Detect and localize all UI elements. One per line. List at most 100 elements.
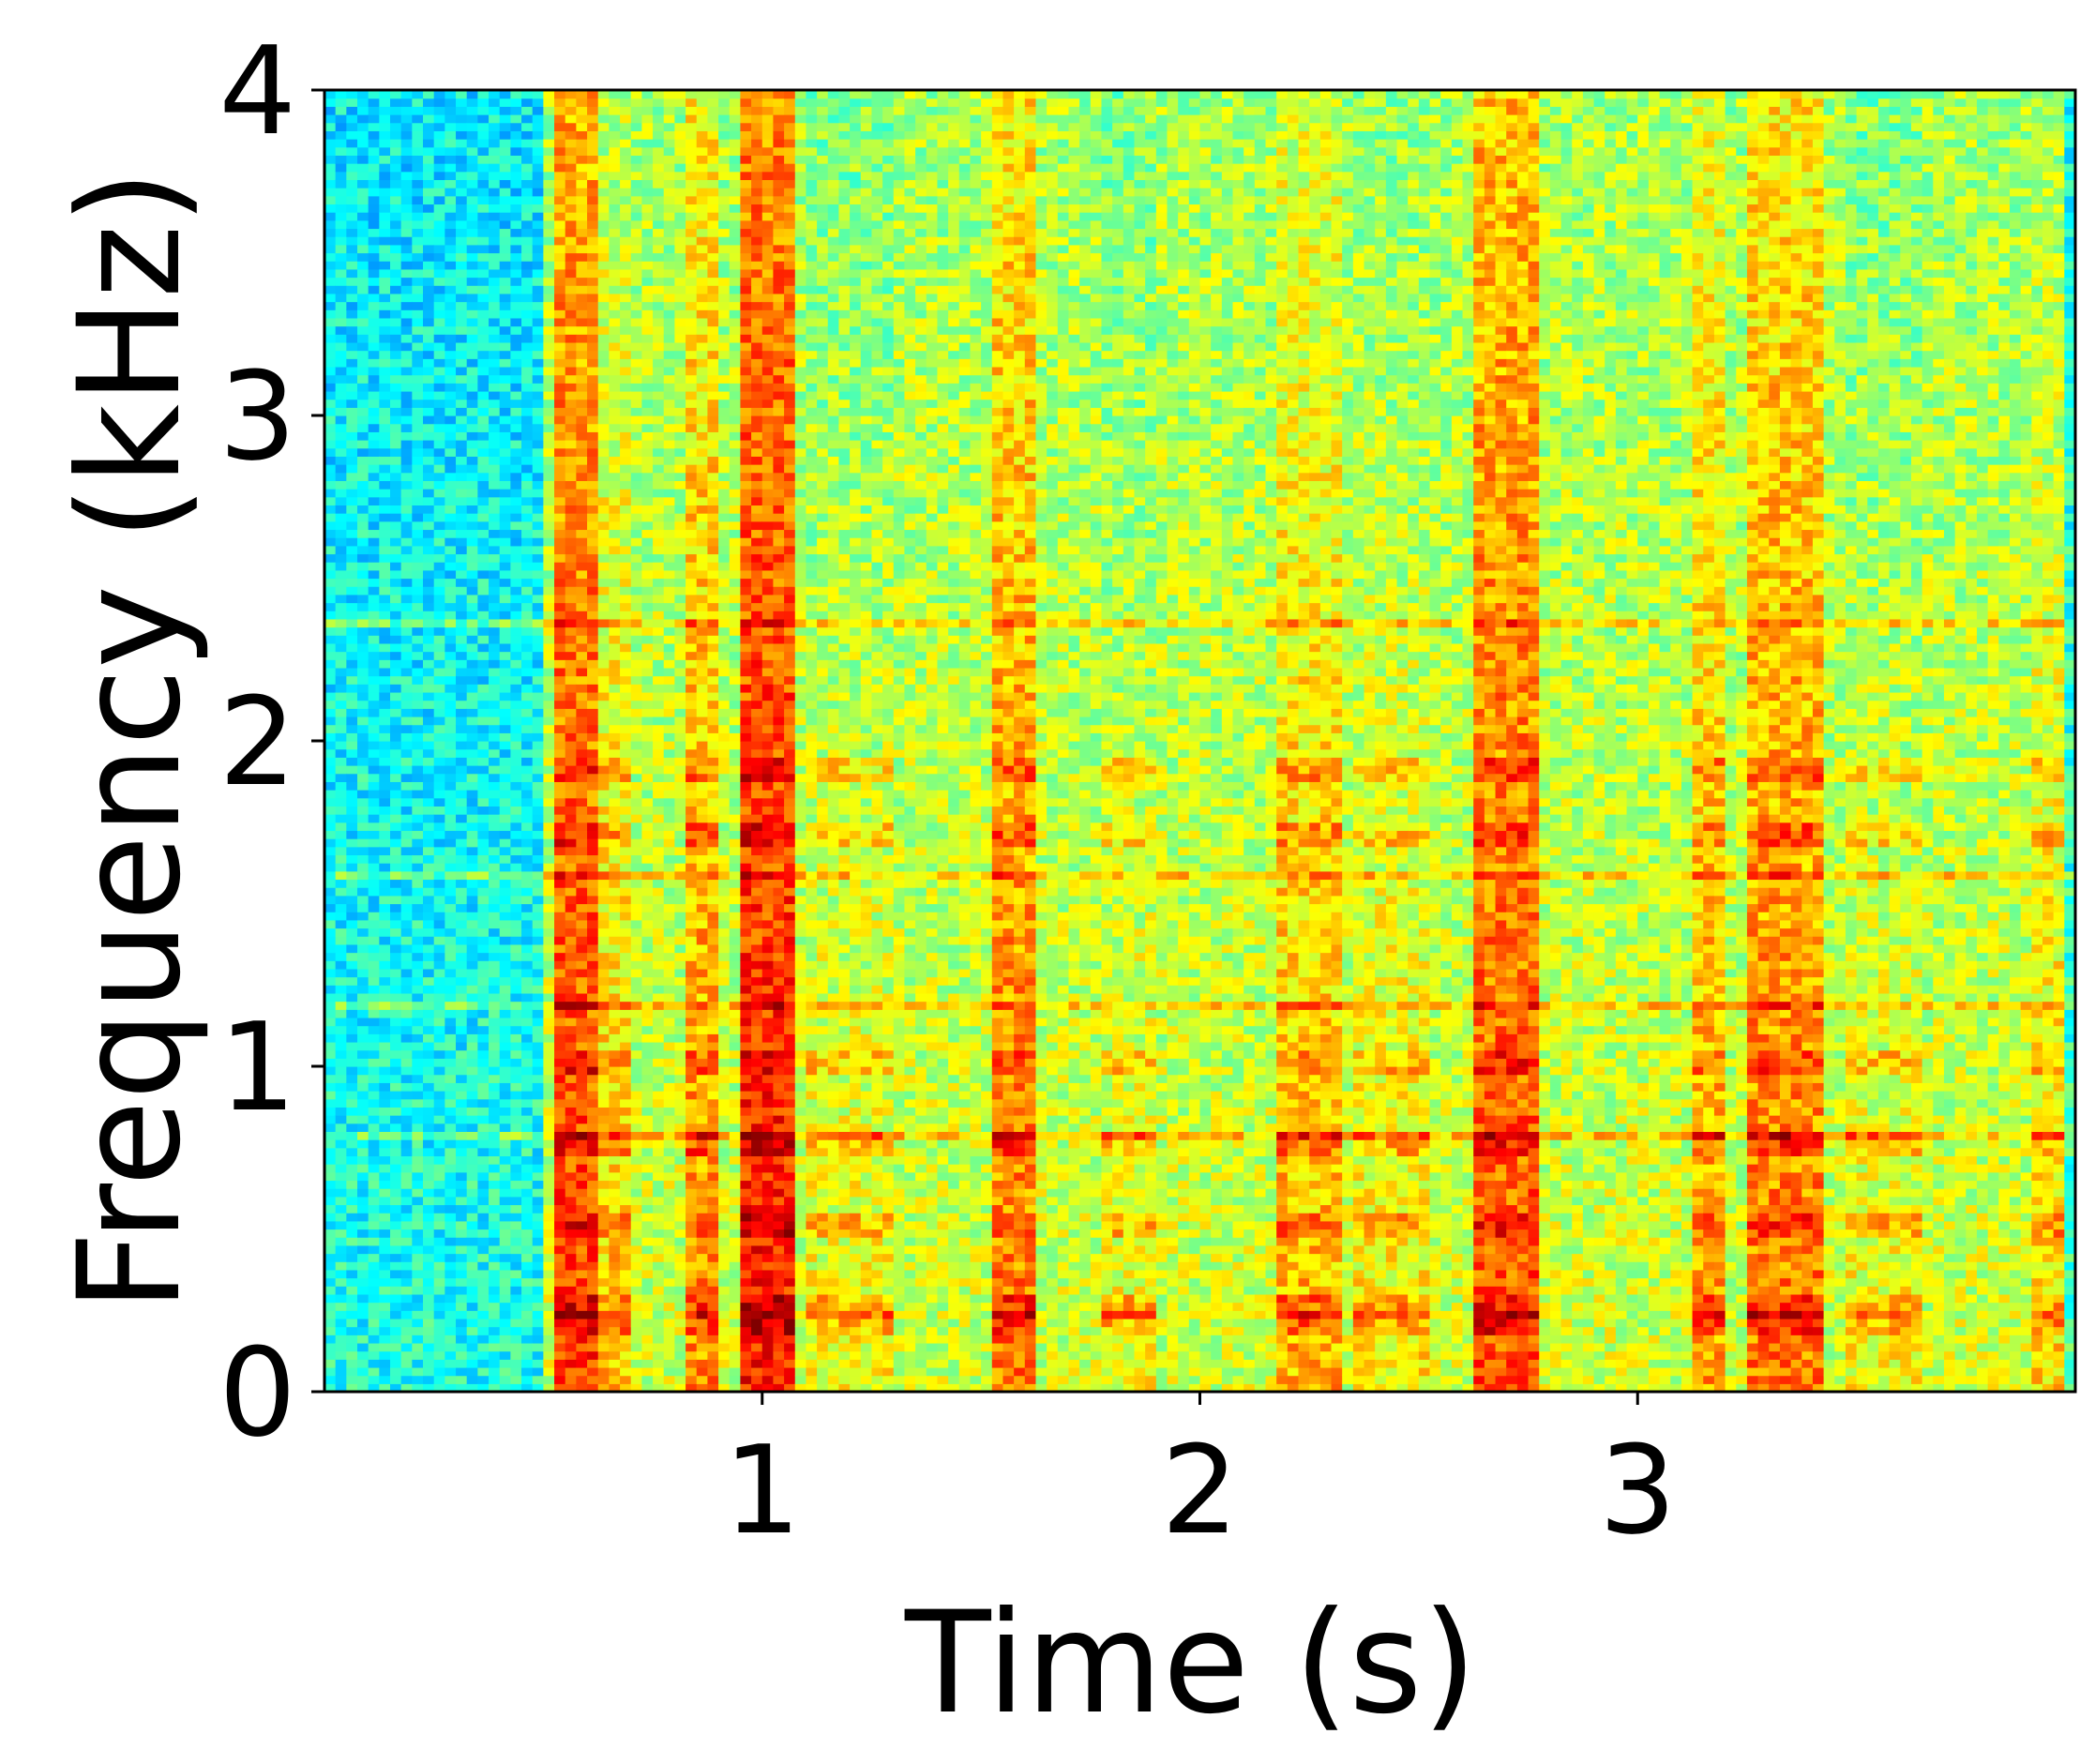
heatmap-cell — [369, 1351, 380, 1360]
heatmap-cell — [401, 334, 413, 342]
heatmap-cell — [423, 1188, 434, 1197]
heatmap-cell — [346, 98, 357, 107]
heatmap-cell — [423, 887, 434, 896]
heatmap-cell — [434, 716, 445, 725]
heatmap-cell — [357, 456, 369, 464]
heatmap-cell — [423, 806, 434, 814]
heatmap-cell — [369, 139, 380, 147]
heatmap-cell — [357, 431, 369, 440]
heatmap-cell — [401, 123, 413, 131]
heatmap-cell — [357, 1327, 369, 1335]
heatmap-cell — [346, 106, 357, 114]
heatmap-cell — [390, 407, 401, 415]
heatmap-cell — [401, 790, 413, 798]
heatmap-cell — [434, 659, 445, 668]
heatmap-cell — [357, 1343, 369, 1351]
heatmap-cell — [357, 595, 369, 603]
heatmap-cell — [401, 781, 413, 790]
heatmap-cell — [412, 603, 423, 611]
heatmap-cell — [357, 1245, 369, 1254]
heatmap-cell — [346, 1050, 357, 1059]
heatmap-cell — [379, 196, 390, 204]
heatmap-cell — [324, 1091, 336, 1099]
heatmap-cell — [390, 351, 401, 359]
heatmap-cell — [357, 521, 369, 530]
heatmap-cell — [369, 261, 380, 269]
heatmap-cell — [346, 1286, 357, 1294]
heatmap-cell — [357, 172, 369, 180]
heatmap-cell — [401, 147, 413, 156]
heatmap-cell — [434, 326, 445, 335]
heatmap-cell — [412, 1310, 423, 1319]
heatmap-cell — [423, 960, 434, 969]
heatmap-cell — [336, 513, 347, 521]
heatmap-cell — [336, 749, 347, 758]
heatmap-cell — [357, 659, 369, 668]
heatmap-cell — [423, 285, 434, 294]
heatmap-cell — [336, 188, 347, 196]
heatmap-cell — [434, 977, 445, 986]
heatmap-cell — [379, 619, 390, 627]
heatmap-cell — [390, 1327, 401, 1335]
heatmap-cell — [379, 1376, 390, 1384]
heatmap-cell — [346, 123, 357, 131]
heatmap-cell — [401, 570, 413, 579]
heatmap-cell — [390, 757, 401, 765]
heatmap-cell — [390, 854, 401, 863]
heatmap-cell — [390, 904, 401, 912]
heatmap-cell — [357, 749, 369, 758]
heatmap-cell — [434, 1278, 445, 1287]
heatmap-cell — [346, 953, 357, 961]
heatmap-cell — [445, 1254, 456, 1262]
heatmap-cell — [401, 993, 413, 1002]
heatmap-cell — [369, 383, 380, 391]
heatmap-cell — [390, 960, 401, 969]
heatmap-cell — [423, 326, 434, 335]
heatmap-cell — [346, 725, 357, 733]
heatmap-cell — [336, 155, 347, 163]
heatmap-cell — [390, 1188, 401, 1197]
heatmap-cell — [434, 1303, 445, 1311]
heatmap-cell — [434, 139, 445, 147]
heatmap-cell — [346, 367, 357, 375]
heatmap-cell — [412, 716, 423, 725]
heatmap-cell — [357, 261, 369, 269]
heatmap-cell — [390, 220, 401, 229]
heatmap-cell — [401, 635, 413, 643]
heatmap-cell — [346, 497, 357, 505]
heatmap-cell — [401, 652, 413, 660]
heatmap-cell — [379, 701, 390, 709]
heatmap-cell — [423, 1245, 434, 1254]
heatmap-cell — [434, 1075, 445, 1083]
heatmap-cell — [434, 1343, 445, 1351]
heatmap-cell — [379, 708, 390, 716]
heatmap-cell — [434, 1139, 445, 1148]
heatmap-cell — [390, 1148, 401, 1156]
heatmap-cell — [357, 1278, 369, 1287]
heatmap-cell — [423, 334, 434, 342]
heatmap-cell — [379, 342, 390, 351]
heatmap-cell — [336, 879, 347, 887]
heatmap-cell — [434, 953, 445, 961]
heatmap-cell — [401, 351, 413, 359]
heatmap-cell — [369, 391, 380, 400]
heatmap-cell — [336, 1018, 347, 1026]
heatmap-cell — [379, 1107, 390, 1115]
heatmap-cell — [369, 334, 380, 342]
heatmap-cell — [357, 1099, 369, 1108]
heatmap-cell — [434, 155, 445, 163]
heatmap-cell — [390, 1367, 401, 1376]
heatmap-cell — [379, 928, 390, 937]
heatmap-cell — [379, 334, 390, 342]
heatmap-cell — [412, 1123, 423, 1132]
heatmap-cell — [401, 838, 413, 847]
heatmap-cell — [445, 1278, 456, 1287]
heatmap-cell — [412, 1213, 423, 1221]
heatmap-cell — [357, 896, 369, 904]
heatmap-cell — [412, 659, 423, 668]
heatmap-cell — [346, 285, 357, 294]
heatmap-cell — [379, 253, 390, 262]
heatmap-cell — [434, 1286, 445, 1294]
heatmap-cell — [369, 278, 380, 286]
heatmap-cell — [369, 953, 380, 961]
